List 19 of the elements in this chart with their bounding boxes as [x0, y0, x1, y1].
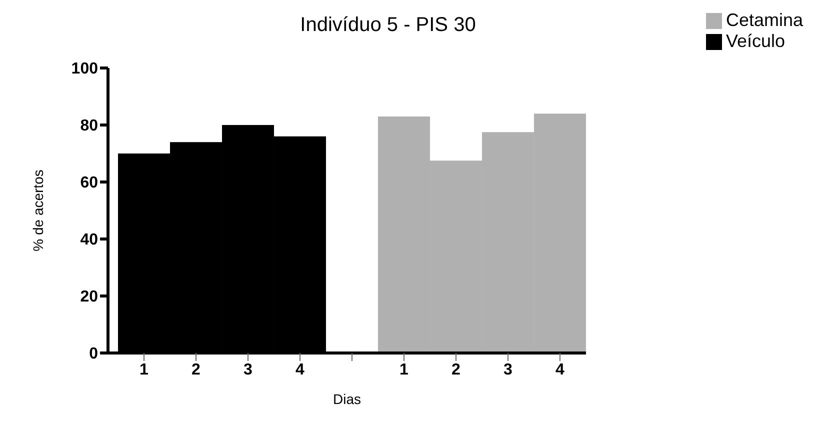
y-tick-label: 100	[71, 60, 98, 78]
x-tick-label: 1	[140, 361, 149, 378]
y-tick-label: 0	[89, 346, 98, 363]
x-tick-label: 2	[192, 361, 201, 378]
chart-title: Indivíduo 5 - PIS 30	[300, 14, 476, 36]
y-tick-label: 20	[80, 288, 98, 306]
legend-label: Veículo	[726, 31, 785, 51]
y-axis-title: % de acertos	[30, 170, 46, 252]
y-tick-label: 40	[80, 232, 98, 249]
legend-label: Cetamina	[726, 10, 803, 30]
y-tick-label: 60	[80, 174, 98, 192]
y-tick-label: 80	[80, 118, 98, 135]
x-tick-label: 3	[244, 361, 253, 378]
x-tick-label: 1	[400, 361, 409, 378]
x-tick-label: 2	[452, 361, 461, 378]
x-tick-label: 3	[504, 361, 513, 378]
x-tick-label: 4	[556, 361, 565, 378]
x-tick-label: 4	[296, 361, 305, 378]
x-axis-title: Dias	[332, 391, 361, 407]
